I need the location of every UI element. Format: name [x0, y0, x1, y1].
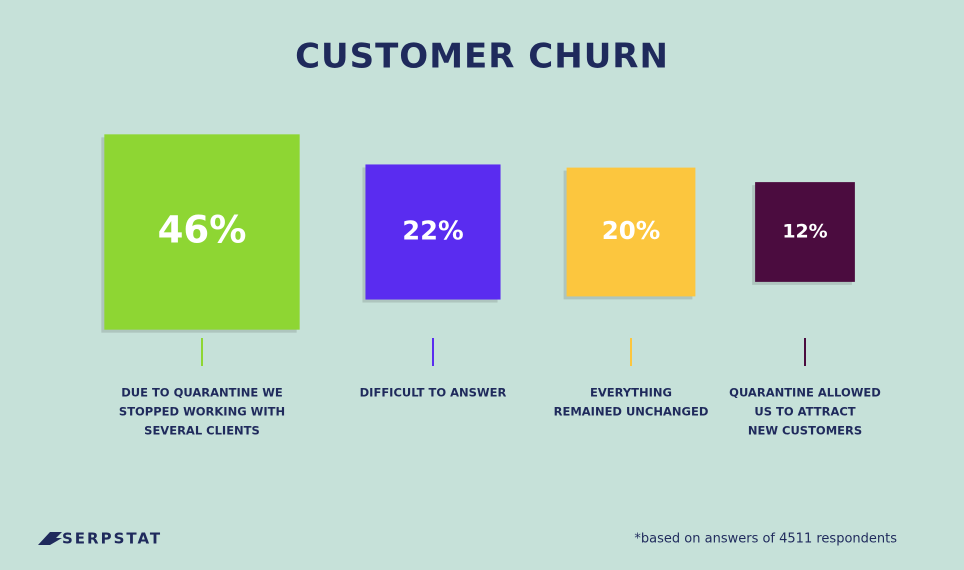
- square: [365, 164, 501, 300]
- chart-title: CUSTOMER CHURN: [295, 37, 669, 77]
- category-label: STOPPED WORKING WITH: [119, 405, 285, 419]
- footnote: *based on answers of 4511 respondents: [634, 532, 897, 547]
- brand-name: SERPSTAT: [62, 530, 162, 548]
- square: [566, 167, 696, 297]
- category-label: DUE TO QUARANTINE WE: [121, 386, 283, 400]
- logo-icon: [38, 532, 62, 545]
- category-label: US TO ATTRACT: [754, 405, 855, 419]
- value-label: 22%: [402, 217, 463, 247]
- category-label: QUARANTINE ALLOWED: [729, 386, 881, 400]
- value-label: 20%: [602, 216, 661, 245]
- square: [104, 134, 300, 330]
- category-label: EVERYTHING: [590, 386, 672, 400]
- category-label: SEVERAL CLIENTS: [144, 424, 260, 438]
- category-label: DIFFICULT TO ANSWER: [360, 386, 507, 400]
- square: [755, 182, 855, 282]
- category-label: REMAINED UNCHANGED: [554, 405, 709, 419]
- value-label: 46%: [158, 209, 247, 252]
- category-label: NEW CUSTOMERS: [748, 424, 862, 438]
- brand-logo: SERPSTAT: [38, 530, 162, 548]
- value-label: 12%: [782, 221, 827, 243]
